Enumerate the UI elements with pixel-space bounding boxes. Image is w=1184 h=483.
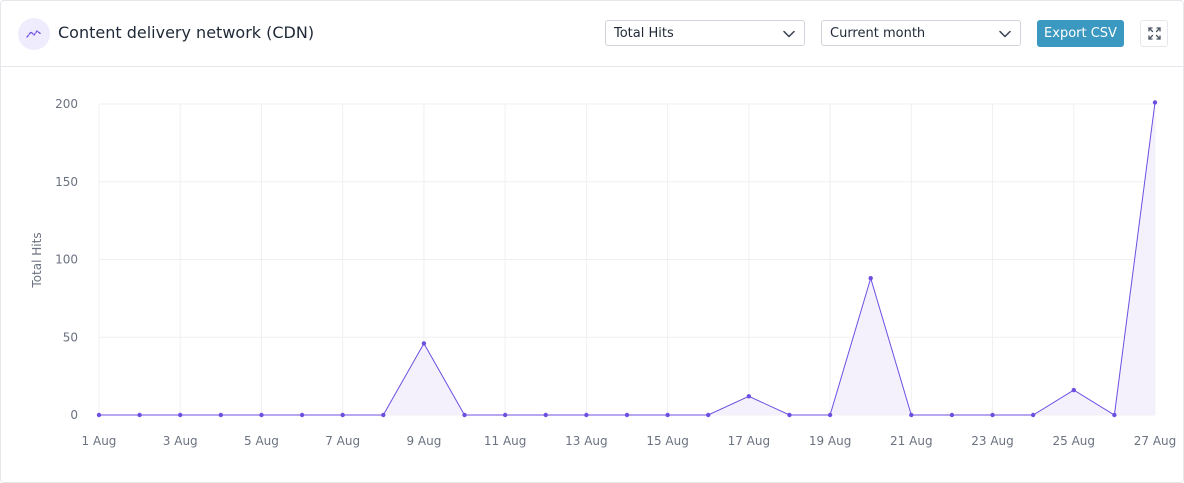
data-point[interactable] — [178, 412, 183, 418]
data-point[interactable] — [1030, 412, 1036, 418]
data-point[interactable] — [137, 412, 142, 418]
x-tick-label: 5 Aug — [244, 434, 279, 448]
data-point[interactable] — [624, 412, 630, 418]
data-point[interactable] — [1152, 100, 1158, 105]
y-axis-ticks: 0 50 100 150 200 — [55, 97, 78, 422]
x-axis-ticks: 1 Aug 3 Aug 5 Aug 7 Aug 9 Aug 11 Aug 13 Aug 15 … — [82, 434, 1177, 448]
export-csv-button[interactable]: Export CSV — [1037, 20, 1124, 47]
y-axis-title: Total Hits — [30, 232, 44, 288]
fullscreen-button[interactable] — [1140, 20, 1168, 47]
x-tick-label: 19 Aug — [809, 434, 852, 448]
y-tick-label: 150 — [55, 175, 78, 189]
data-point[interactable] — [990, 412, 995, 418]
x-tick-label: 23 Aug — [971, 434, 1014, 448]
data-point[interactable] — [706, 412, 711, 418]
data-points — [96, 100, 1158, 418]
metric-select[interactable]: Total Hits — [605, 20, 805, 46]
card-header: Content delivery network (CDN) Total Hit… — [1, 1, 1183, 67]
data-point[interactable] — [584, 412, 589, 418]
data-point[interactable] — [543, 412, 548, 418]
x-tick-label: 13 Aug — [565, 434, 608, 448]
series-path — [99, 102, 1156, 416]
area-fill — [99, 102, 1155, 416]
data-point[interactable] — [827, 412, 833, 418]
chevron-down-icon — [999, 30, 1011, 38]
chevron-down-icon — [783, 30, 795, 38]
period-select[interactable]: Current month — [821, 20, 1021, 46]
data-point[interactable] — [746, 394, 752, 399]
grid-lines — [98, 103, 1156, 416]
data-point[interactable] — [949, 412, 955, 418]
data-point[interactable] — [1071, 387, 1076, 393]
data-point[interactable] — [96, 412, 102, 418]
x-tick-label: 1 Aug — [82, 434, 117, 448]
y-tick-label: 0 — [70, 408, 78, 422]
x-tick-label: 11 Aug — [484, 434, 527, 448]
data-point[interactable] — [218, 412, 224, 418]
data-point[interactable] — [868, 275, 873, 281]
data-point[interactable] — [421, 341, 427, 346]
data-point[interactable] — [340, 412, 345, 418]
data-point[interactable] — [787, 412, 792, 418]
x-tick-label: 27 Aug — [1134, 434, 1177, 448]
metric-select-value: Total Hits — [614, 25, 674, 41]
page-title: Content delivery network (CDN) — [58, 23, 315, 42]
data-point[interactable] — [1112, 412, 1117, 418]
series-line — [99, 102, 1156, 416]
y-tick-label: 50 — [63, 330, 78, 344]
x-tick-label: 9 Aug — [406, 434, 441, 448]
data-point[interactable] — [259, 412, 264, 418]
y-tick-label: 100 — [55, 253, 78, 267]
x-tick-label: 7 Aug — [325, 434, 360, 448]
data-point[interactable] — [299, 412, 305, 418]
x-tick-label: 3 Aug — [163, 434, 198, 448]
line-chart-icon — [18, 18, 50, 50]
y-tick-label: 200 — [55, 97, 78, 111]
x-tick-label: 15 Aug — [646, 434, 689, 448]
x-tick-label: 25 Aug — [1053, 434, 1096, 448]
x-tick-label: 17 Aug — [728, 434, 771, 448]
data-point[interactable] — [462, 412, 467, 418]
data-point[interactable] — [381, 412, 386, 418]
x-tick-label: 21 Aug — [890, 434, 933, 448]
data-point[interactable] — [665, 412, 670, 418]
data-point[interactable] — [502, 412, 508, 418]
series-area — [99, 102, 1155, 416]
period-select-value: Current month — [830, 25, 926, 41]
data-point[interactable] — [909, 412, 914, 418]
fullscreen-icon — [1147, 27, 1161, 40]
